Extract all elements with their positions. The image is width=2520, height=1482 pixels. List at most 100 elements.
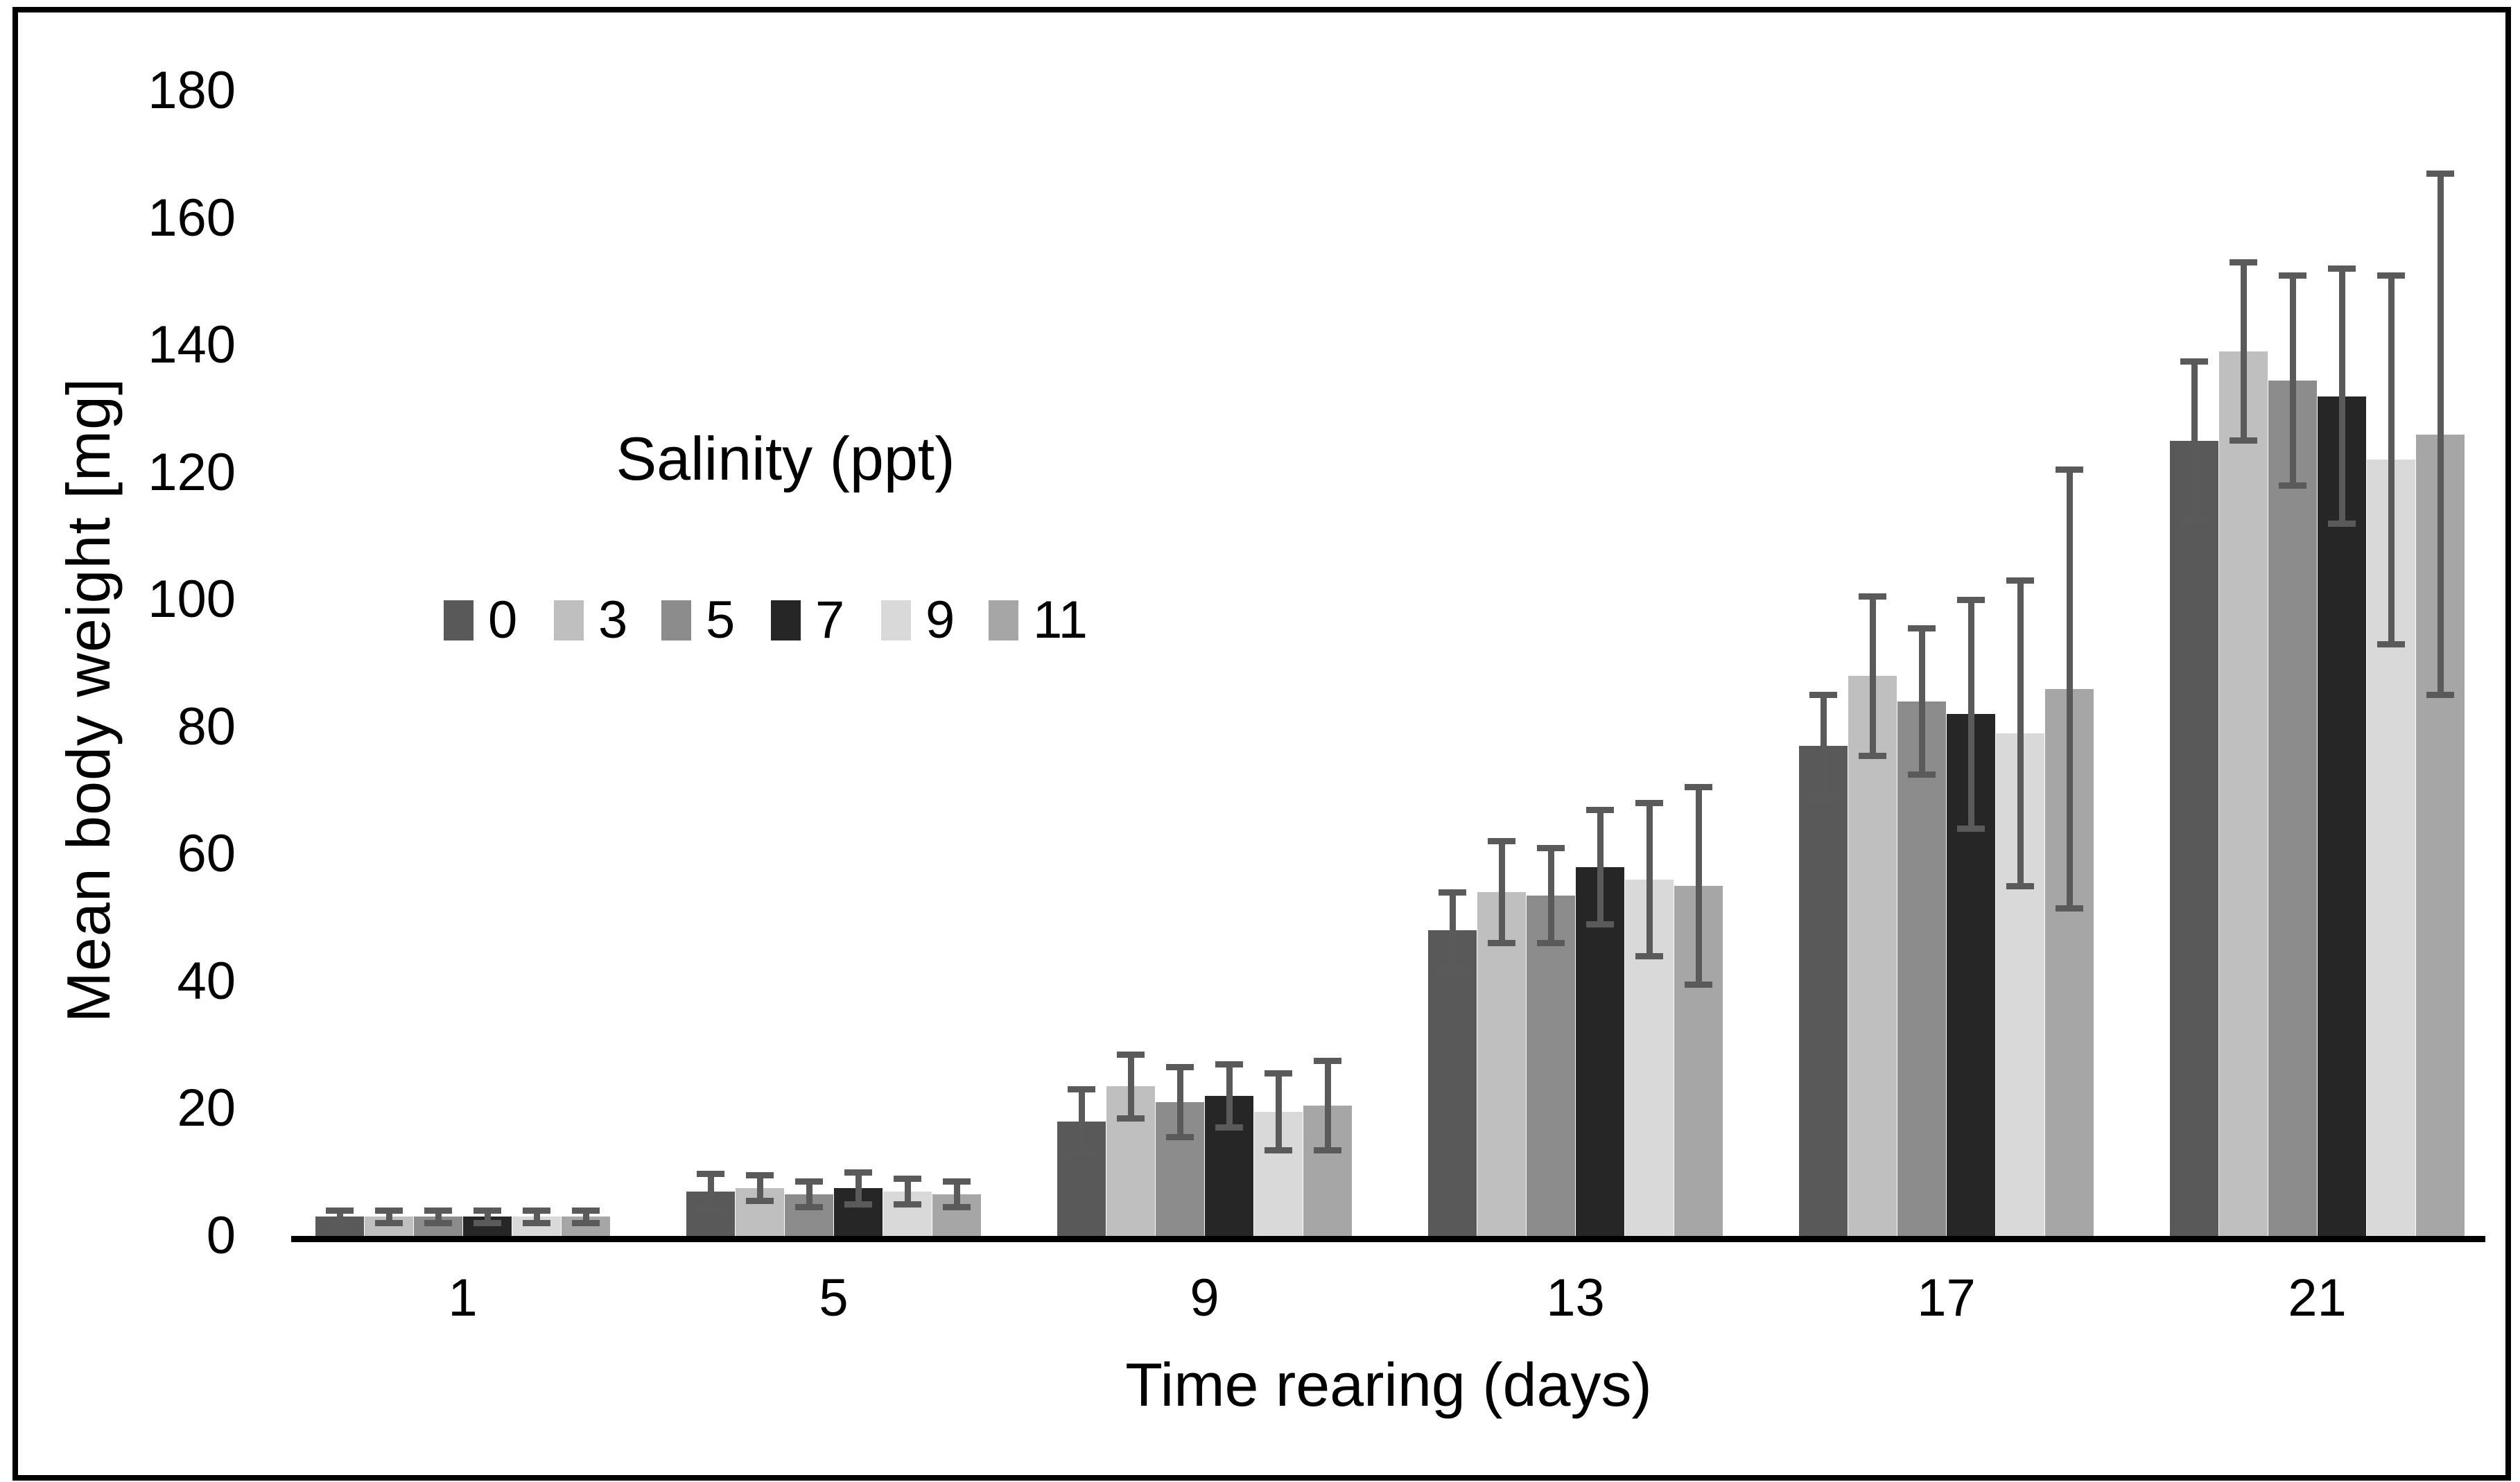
x-category-label: 17 (1917, 1269, 1976, 1327)
bar-day21-salinity3 (2219, 351, 2268, 1236)
error-bar-cap-top (1685, 784, 1712, 791)
error-bar (1547, 848, 1554, 943)
error-bar-cap-bottom (1957, 826, 1985, 832)
error-bar-cap-top (697, 1170, 724, 1177)
error-bar-cap-top (375, 1207, 403, 1214)
bar-day21-salinity5 (2268, 380, 2317, 1236)
error-bar (1918, 628, 1925, 775)
error-bar (435, 1210, 442, 1223)
error-bar-cap-bottom (375, 1220, 403, 1227)
error-bar-cap-bottom (1908, 771, 1936, 778)
x-category-label: 13 (1546, 1269, 1605, 1327)
error-bar-cap-bottom (2279, 482, 2306, 489)
error-bar (707, 1174, 714, 1210)
error-bar-cap-top (1908, 625, 1936, 632)
error-bar-cap-top (473, 1207, 501, 1214)
error-bar (484, 1210, 491, 1223)
error-bar (2240, 262, 2247, 441)
error-bar-cap-bottom (326, 1220, 354, 1227)
error-bar-cap-top (1314, 1058, 1341, 1065)
error-bar-cap-top (2006, 577, 2034, 584)
error-bar-cap-bottom (746, 1198, 774, 1205)
error-bar-cap-bottom (2180, 517, 2208, 523)
error-bar (336, 1210, 343, 1223)
error-bar-cap-bottom (1685, 981, 1712, 988)
legend-item-5: 5 (661, 594, 735, 647)
error-bar-cap-bottom (1859, 752, 1886, 759)
error-bar (1127, 1054, 1134, 1119)
error-bar (533, 1210, 540, 1223)
legend-item-label: 11 (1033, 591, 1088, 650)
y-tick-label: 180 (148, 61, 236, 120)
error-bar-cap-top (1068, 1086, 1095, 1093)
error-bar (1820, 695, 1827, 797)
bar-day13-salinity3 (1477, 892, 1526, 1236)
error-bar (2289, 275, 2296, 485)
error-bar (1695, 787, 1702, 985)
error-bar-cap-bottom (2006, 882, 2034, 889)
error-bar-cap-top (523, 1207, 550, 1214)
legend-item-0: 0 (444, 594, 517, 647)
error-bar (1597, 810, 1604, 925)
error-bar-cap-top (1635, 800, 1663, 807)
y-tick-label: 40 (177, 951, 236, 1011)
legend-item-label: 7 (815, 591, 845, 650)
legend-title: Salinity (ppt) (616, 424, 955, 493)
legend-item-11: 11 (989, 594, 1088, 647)
error-bar-cap-top (894, 1175, 921, 1182)
error-bar-cap-bottom (523, 1220, 550, 1227)
error-bar (1226, 1064, 1233, 1128)
error-bar (1324, 1061, 1331, 1151)
error-bar-cap-top (1439, 889, 1466, 896)
error-bar-cap-bottom (1215, 1124, 1243, 1131)
error-bar-cap-bottom (1809, 794, 1837, 801)
error-bar-cap-bottom (1586, 921, 1614, 927)
legend-swatch-7 (771, 600, 801, 640)
error-bar-cap-bottom (2426, 692, 2454, 699)
legend-item-label: 9 (926, 591, 955, 650)
error-bar (2338, 268, 2345, 524)
error-bar (2017, 580, 2024, 887)
error-bar (2388, 275, 2395, 645)
error-bar-cap-top (746, 1172, 774, 1179)
legend-item-label: 3 (598, 591, 628, 650)
error-bar-cap-bottom (2056, 905, 2083, 912)
error-bar-cap-bottom (2377, 640, 2405, 647)
error-bar-cap-top (2180, 358, 2208, 365)
bar-day21-salinity0 (2170, 440, 2218, 1236)
error-bar (2437, 173, 2444, 695)
error-bar (1449, 892, 1456, 969)
error-bar-cap-bottom (943, 1204, 971, 1211)
error-bar-cap-top (1859, 593, 1886, 600)
error-bar-cap-bottom (1265, 1147, 1292, 1153)
error-bar (904, 1178, 911, 1205)
error-bar-cap-top (326, 1207, 354, 1214)
bar-day21-salinity7 (2318, 396, 2366, 1236)
error-bar-cap-bottom (1166, 1134, 1194, 1141)
error-bar-cap-bottom (1439, 966, 1466, 973)
error-bar-cap-bottom (572, 1220, 600, 1227)
bar-day17-salinity0 (1799, 746, 1848, 1236)
error-bar-cap-top (1537, 844, 1565, 851)
error-bar-cap-top (943, 1178, 971, 1185)
error-bar-cap-top (795, 1178, 823, 1185)
x-category-label: 5 (819, 1269, 849, 1327)
error-bar-cap-top (2279, 272, 2306, 279)
legend-item-label: 0 (488, 591, 518, 650)
legend-swatch-0 (444, 600, 473, 640)
error-bar-cap-top (572, 1207, 600, 1214)
error-bar-cap-top (2377, 272, 2405, 279)
error-bar-cap-top (844, 1169, 872, 1176)
error-bar-cap-top (1215, 1061, 1243, 1067)
error-bar-cap-top (2230, 259, 2257, 266)
error-bar-cap-top (1488, 838, 1515, 845)
error-bar-cap-bottom (1117, 1115, 1145, 1122)
legend-swatch-11 (989, 600, 1018, 640)
error-bar-cap-bottom (1314, 1147, 1341, 1153)
error-bar-cap-bottom (2230, 437, 2257, 444)
error-bar-cap-top (1957, 596, 1985, 603)
error-bar-cap-bottom (2328, 520, 2356, 527)
error-bar (582, 1210, 589, 1223)
error-bar-cap-bottom (1635, 952, 1663, 959)
